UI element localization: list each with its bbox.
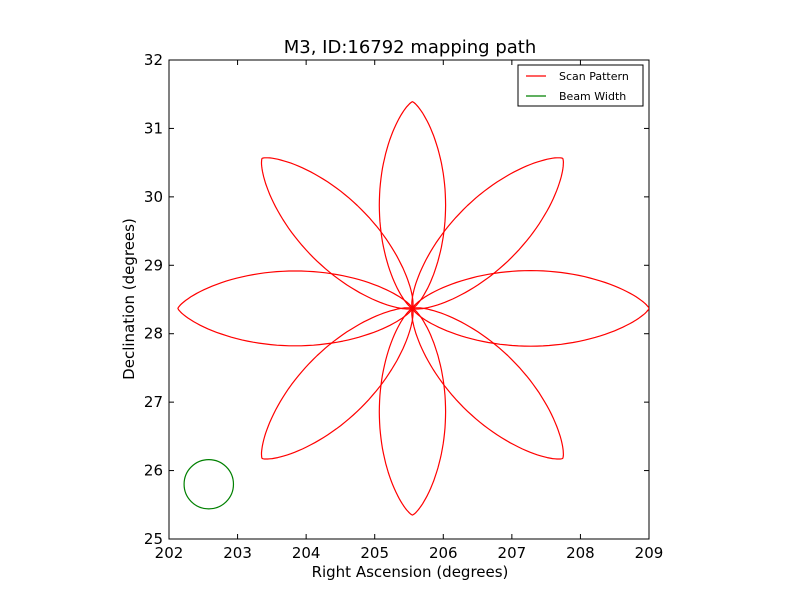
scan-pattern-petal (378, 101, 447, 309)
legend-box (517, 64, 644, 107)
legend: Scan Pattern Beam Width (517, 64, 644, 107)
y-axis-ticks: 25 26 27 28 29 30 31 32 (144, 51, 649, 548)
scan-pattern-petal (177, 270, 413, 347)
y-axis-label: Declination (degrees) (120, 218, 138, 380)
x-axis-label: Right Ascension (degrees) (312, 563, 509, 581)
x-tick-label: 206 (429, 544, 458, 562)
x-axis-ticks: 202 203 204 205 206 207 208 209 (155, 60, 664, 562)
x-tick-label: 203 (223, 544, 252, 562)
x-tick-label: 209 (635, 544, 664, 562)
scan-pattern-petal (411, 307, 564, 460)
chart-title: M3, ID:16792 mapping path (284, 37, 537, 58)
y-tick-label: 27 (144, 393, 163, 411)
y-tick-label: 26 (144, 462, 163, 480)
series-layer (177, 101, 649, 516)
scan-pattern-petal (411, 157, 564, 310)
x-tick-label: 204 (292, 544, 321, 562)
scan-pattern-petal (260, 157, 414, 310)
beam-width-circle (183, 459, 235, 510)
x-tick-label: 208 (566, 544, 595, 562)
scan-pattern-petal (378, 307, 447, 516)
y-tick-label: 32 (144, 51, 163, 69)
y-tick-label: 28 (144, 325, 163, 343)
y-tick-label: 30 (144, 188, 163, 206)
scan-pattern-petal (260, 307, 414, 460)
legend-label-beam-width: Beam Width (559, 90, 626, 103)
y-tick-label: 29 (144, 256, 163, 274)
x-tick-label: 207 (498, 544, 527, 562)
plot-area-frame (168, 59, 650, 540)
legend-label-scan-pattern: Scan Pattern (559, 70, 629, 83)
y-tick-label: 31 (144, 119, 163, 137)
x-tick-label: 202 (155, 544, 184, 562)
x-tick-label: 205 (360, 544, 389, 562)
y-tick-label: 25 (144, 530, 163, 548)
scan-pattern-petal (411, 270, 649, 347)
